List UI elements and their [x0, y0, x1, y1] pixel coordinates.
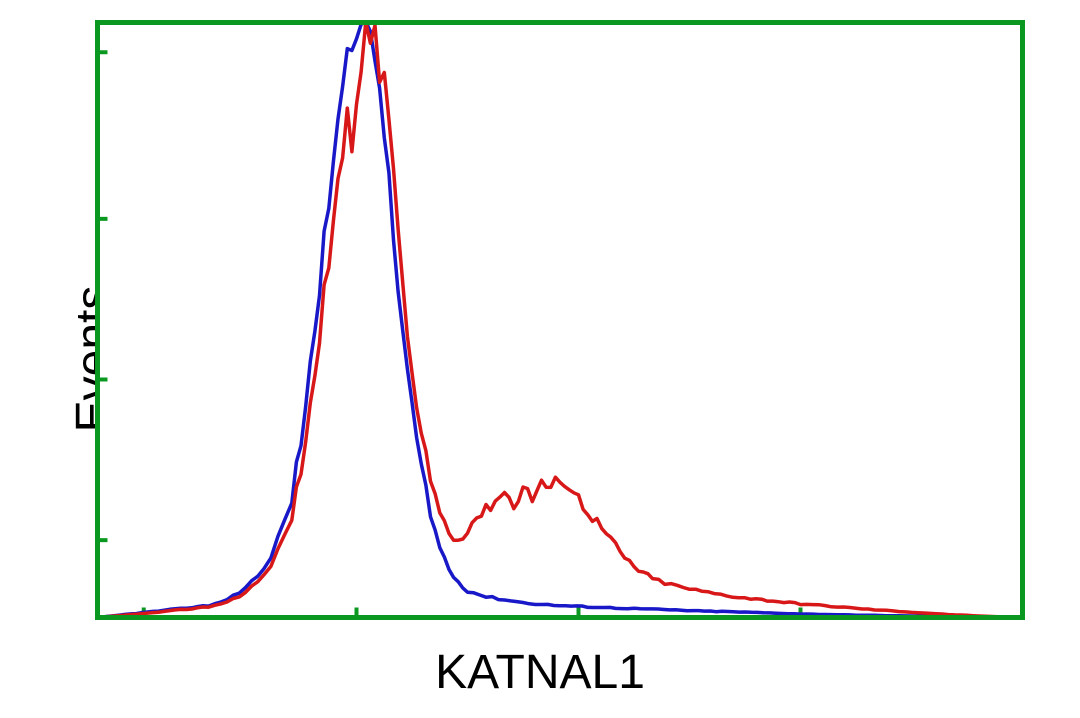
- plot-svg: [95, 20, 1025, 620]
- x-axis-label: KATNAL1: [435, 645, 645, 700]
- histogram-plot: [95, 20, 1025, 620]
- plot-border: [98, 23, 1023, 618]
